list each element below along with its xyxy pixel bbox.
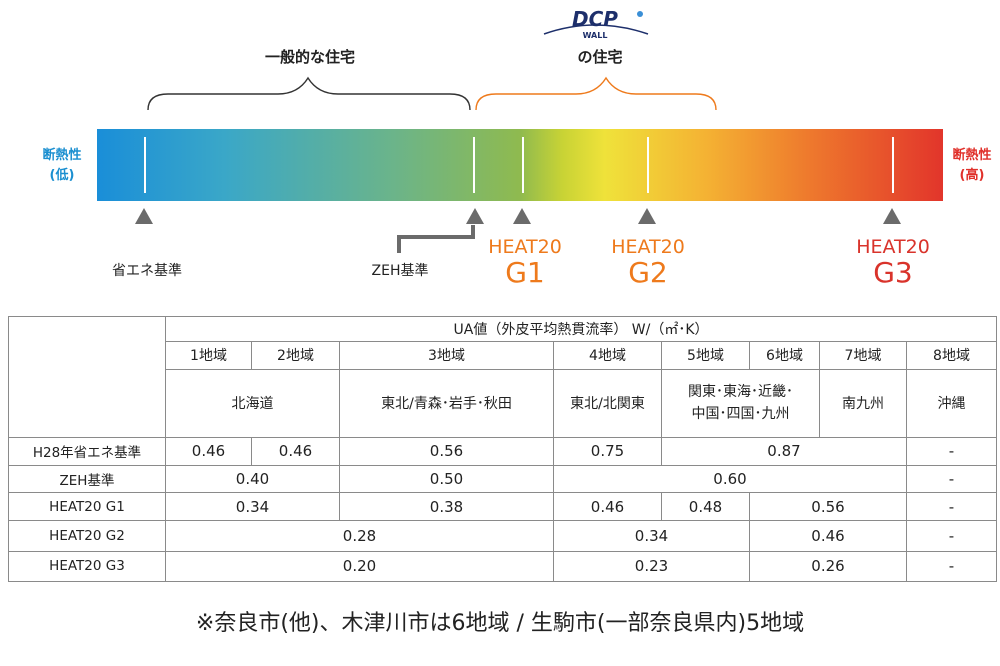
region-header: 6地域 [749, 341, 820, 370]
marker-zeh-icon [466, 208, 484, 224]
dcp-wall-logo: DCP WALL [538, 6, 652, 40]
region-header: 1地域 [165, 341, 252, 370]
value-cell: 0.40 [165, 464, 340, 493]
region-header: 2地域 [251, 341, 340, 370]
region-header: 8地域 [905, 341, 998, 370]
value-cell: - [905, 520, 998, 552]
area-kanto-kyushu: 関東･東海･近畿･ 中国･四国･九州 [661, 368, 820, 439]
row-label: HEAT20 G1 [8, 491, 166, 522]
tick-g1 [522, 137, 524, 193]
tick-g3 [892, 137, 894, 193]
tick-shoene [144, 137, 146, 193]
footnote: ※奈良市(他)、木津川市は6地域 / 生駒市(一部奈良県内)5地域 [195, 611, 805, 636]
general-house-label: 一般的な住宅 [264, 48, 355, 66]
row-label: HEAT20 G2 [8, 520, 166, 552]
row-label: ZEH基準 [8, 464, 166, 493]
value-cell: - [905, 550, 998, 583]
table-title: UA値（外皮平均熱貫流率） W/（㎡･K） [164, 315, 998, 343]
value-cell: 0.56 [339, 437, 554, 466]
region-header: 4地域 [553, 341, 662, 370]
value-cell: 0.75 [553, 437, 662, 466]
value-cell: 0.46 [553, 491, 662, 522]
logo-sub-text: WALL [583, 31, 608, 40]
zeh-label: ZEH基準 [371, 263, 429, 279]
value-cell: 0.56 [749, 491, 907, 522]
insulation-low-label: 断熱性 (低) [42, 148, 82, 183]
table-row: H28年省エネ基準 0.46 0.46 0.56 0.75 0.87 - [8, 437, 998, 466]
value-cell: 0.46 [165, 437, 252, 466]
value-cell: 0.50 [339, 464, 554, 493]
shoene-label: 省エネ基準 [112, 263, 182, 279]
region-header: 5地域 [661, 341, 750, 370]
value-cell: - [905, 464, 998, 493]
area-hokkaido: 北海道 [165, 368, 340, 439]
heat20-g2-label: HEAT20 G2 [611, 236, 685, 289]
tick-zeh [473, 137, 475, 193]
value-cell: 0.34 [553, 520, 750, 552]
value-cell: 0.28 [165, 520, 554, 552]
table-row: ZEH基準 0.40 0.50 0.60 - [8, 464, 998, 493]
marker-g2-icon [638, 208, 656, 224]
heat20-g3-label: HEAT20 G3 [856, 236, 930, 289]
row-label: HEAT20 G3 [8, 550, 166, 583]
region-header: 3地域 [339, 341, 554, 370]
range-braces [147, 76, 717, 111]
value-cell: - [905, 437, 998, 466]
area-tohoku: 東北/青森･岩手･秋田 [339, 368, 554, 439]
marker-g1-icon [513, 208, 531, 224]
insulation-high-label: 断熱性 (高) [952, 148, 992, 183]
ua-value-table: UA値（外皮平均熱貫流率） W/（㎡･K） 1地域 2地域 3地域 4地域 5地… [8, 315, 998, 583]
value-cell: 0.87 [661, 437, 907, 466]
value-cell: 0.23 [553, 550, 750, 583]
heat20-g1-label: HEAT20 G1 [488, 236, 562, 289]
table-row: HEAT20 G2 0.28 0.34 0.46 - [8, 520, 998, 552]
table-row: HEAT20 G1 0.34 0.38 0.46 0.48 0.56 - [8, 491, 998, 522]
dcp-house-label: の住宅 [577, 48, 623, 66]
value-cell: 0.48 [661, 491, 750, 522]
value-cell: 0.60 [553, 464, 907, 493]
marker-g3-icon [883, 208, 901, 224]
value-cell: 0.38 [339, 491, 554, 522]
tick-g2 [647, 137, 649, 193]
value-cell: - [905, 491, 998, 522]
row-label: H28年省エネ基準 [8, 437, 166, 466]
zeh-connector [397, 225, 475, 253]
area-minami-kyushu: 南九州 [819, 368, 907, 439]
logo-main-text: DCP [572, 7, 618, 31]
insulation-gradient-bar [97, 129, 943, 201]
region-header: 7地域 [819, 341, 907, 370]
table-row: HEAT20 G3 0.20 0.23 0.26 - [8, 550, 998, 583]
value-cell: 0.46 [251, 437, 340, 466]
value-cell: 0.46 [749, 520, 907, 552]
value-cell: 0.34 [165, 491, 340, 522]
value-cell: 0.26 [749, 550, 907, 583]
table-corner-cell [8, 315, 166, 439]
area-kita-kanto: 東北/北関東 [553, 368, 662, 439]
value-cell: 0.20 [165, 550, 554, 583]
area-okinawa: 沖縄 [905, 368, 998, 439]
marker-shoene-icon [135, 208, 153, 224]
